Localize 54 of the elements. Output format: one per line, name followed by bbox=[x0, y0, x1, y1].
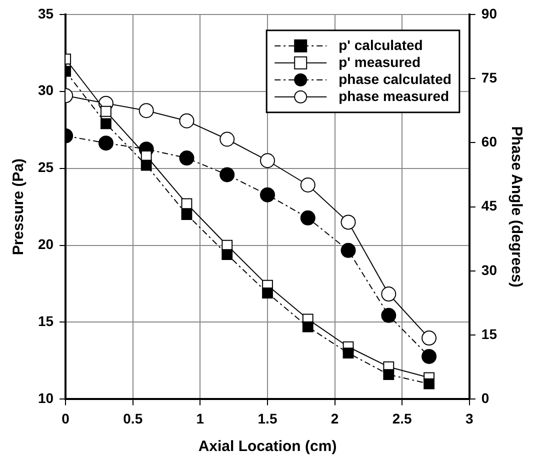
y2-tick-label: 0 bbox=[481, 390, 490, 406]
y-tick-label: 30 bbox=[38, 82, 54, 98]
x-tick-label: 2.5 bbox=[392, 410, 412, 426]
y2-tick-label: 75 bbox=[481, 69, 498, 86]
point bbox=[140, 160, 152, 171]
point bbox=[260, 153, 275, 168]
y2-tick-label: 15 bbox=[481, 326, 498, 342]
point bbox=[300, 210, 316, 226]
point bbox=[179, 150, 194, 166]
point bbox=[138, 103, 154, 118]
x-tick-label: 1.5 bbox=[258, 410, 278, 426]
point bbox=[342, 348, 354, 358]
point bbox=[100, 106, 112, 117]
y-tick-label: 15 bbox=[38, 313, 54, 330]
legend-label: p' measured bbox=[338, 54, 421, 70]
x-tick-label: 0 bbox=[62, 410, 70, 426]
point bbox=[98, 136, 114, 151]
point bbox=[381, 308, 396, 323]
point bbox=[100, 118, 112, 130]
x-tick-label: 0.5 bbox=[123, 410, 143, 426]
point bbox=[340, 214, 356, 230]
point bbox=[220, 167, 235, 182]
x-axis-title: Axial Location (cm) bbox=[198, 438, 337, 456]
point bbox=[262, 288, 273, 298]
y-tick-label: 25 bbox=[38, 159, 54, 176]
x-tick-label: 2 bbox=[330, 410, 339, 426]
y-axis-title: Pressure (Pa) bbox=[10, 158, 28, 256]
point bbox=[422, 330, 437, 346]
x-tick-label: 3 bbox=[466, 410, 474, 426]
point bbox=[220, 132, 235, 147]
point bbox=[260, 187, 275, 202]
y2-tick-label: 45 bbox=[481, 198, 498, 214]
y2-axis-title: Phase Angle (degrees) bbox=[508, 126, 525, 288]
y2-tick-label: 60 bbox=[481, 134, 498, 150]
point bbox=[422, 348, 437, 364]
y2-tick-label: 90 bbox=[481, 5, 498, 22]
point bbox=[302, 321, 314, 332]
point bbox=[424, 378, 434, 390]
point bbox=[179, 113, 194, 128]
point bbox=[222, 249, 233, 260]
point bbox=[383, 369, 394, 380]
point bbox=[340, 242, 356, 258]
y2-tick-label: 30 bbox=[481, 262, 498, 278]
y-tick-label: 20 bbox=[38, 236, 54, 252]
legend-label: phase measured bbox=[338, 88, 450, 104]
point bbox=[300, 177, 316, 192]
x-tick-label: 1 bbox=[196, 410, 204, 426]
y-tick-label: 10 bbox=[38, 390, 54, 406]
legend-label: p' calculated bbox=[338, 36, 423, 53]
point bbox=[181, 198, 192, 210]
point bbox=[381, 286, 396, 302]
point bbox=[181, 209, 192, 220]
y-tick-label: 35 bbox=[38, 5, 54, 22]
legend-label: phase calculated bbox=[338, 70, 452, 87]
